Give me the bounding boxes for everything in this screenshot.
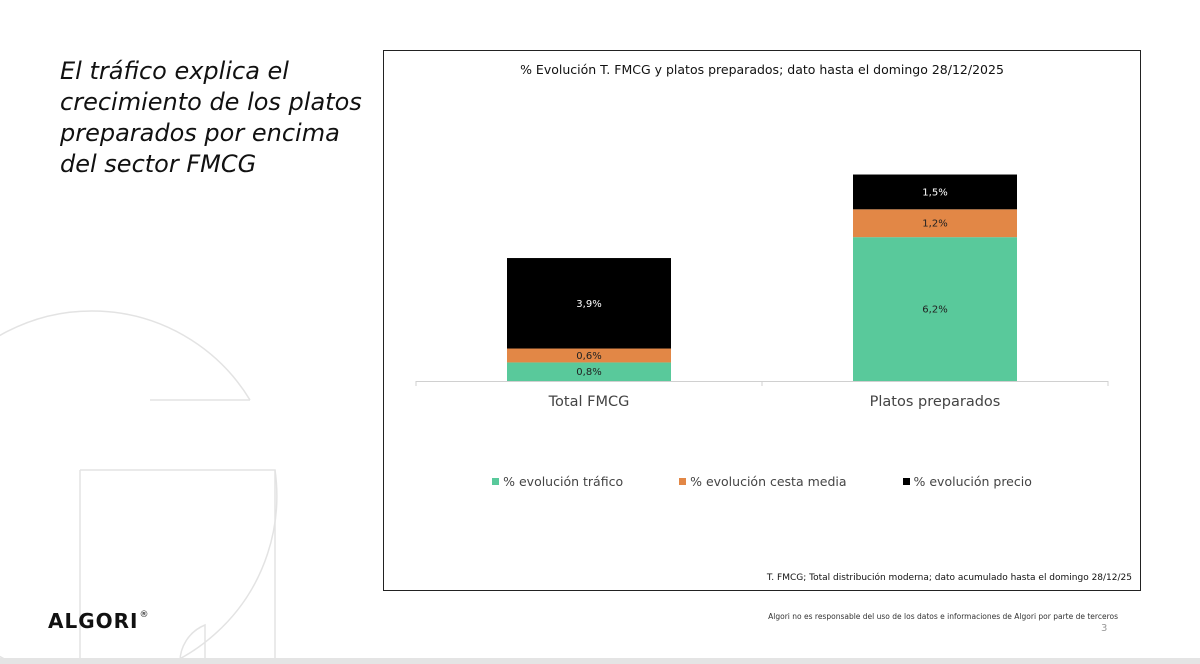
bar-platos-preparados-evolucion-trafico: [853, 237, 1017, 381]
bar-total-fmcg-evolucion-trafico: [507, 362, 671, 381]
chart-title: % Evolución T. FMCG y platos preparados;…: [520, 62, 1004, 77]
bar-total-fmcg-evolucion-cesta-media: [507, 348, 671, 363]
stacked-bar-chart: 0,8% 0,6% 3,9% Total FMCG 6,2% 1,2% 1,5% Platos…: [415, 174, 1109, 410]
registered-mark: ®: [139, 610, 150, 620]
legend-swatch-precio: [902, 478, 910, 485]
chart-source-note: T. FMCG; Total distribución moderna; dat…: [766, 573, 1132, 583]
x-tick-label-platos-preparados: Platos preparados: [870, 394, 1001, 410]
legend-label-cesta-media: % evolución cesta media: [690, 474, 847, 489]
algori-logo: ALGORI®: [48, 609, 149, 633]
x-tick-label-total-fmcg: Total FMCG: [548, 394, 630, 410]
chart-panel: % Evolución T. FMCG y platos preparados;…: [383, 50, 1141, 591]
disclaimer-text: Algori no es responsable del uso de los …: [768, 612, 1118, 621]
bar-platos-preparados-evolucion-precio: [853, 174, 1017, 210]
data-label-total-fmcg-evolucion-precio: 3,9%: [576, 299, 601, 310]
legend-item-cesta-media: % evolución cesta media: [679, 474, 847, 489]
legend-label-precio: % evolución precio: [913, 474, 1032, 489]
legend-swatch-cesta-media: [679, 478, 687, 485]
data-label-platos-preparados-evolucion-trafico: 6,2%: [922, 305, 947, 316]
slide-headline: El tráfico explica el crecimiento de los…: [60, 57, 362, 178]
bottom-divider: [0, 658, 1200, 664]
bar-platos-preparados-evolucion-cesta-media: [853, 209, 1017, 238]
legend-item-precio: % evolución precio: [902, 474, 1032, 489]
legend-swatch-trafico: [492, 478, 500, 485]
bar-total-fmcg-evolucion-precio: [507, 258, 671, 349]
data-label-platos-preparados-evolucion-precio: 1,5%: [922, 187, 947, 198]
data-label-total-fmcg-evolucion-cesta-media: 0,6%: [576, 351, 601, 362]
legend-label-trafico: % evolución tráfico: [503, 474, 624, 489]
data-label-platos-preparados-evolucion-cesta-media: 1,2%: [922, 219, 947, 230]
data-label-total-fmcg-evolucion-trafico: 0,8%: [576, 367, 601, 378]
legend-item-trafico: % evolución tráfico: [492, 474, 623, 489]
logo-text: ALGORI: [48, 609, 139, 633]
page-number: 3: [1101, 623, 1108, 634]
chart-legend: % evolución tráfico % evolución cesta me…: [384, 474, 1140, 489]
